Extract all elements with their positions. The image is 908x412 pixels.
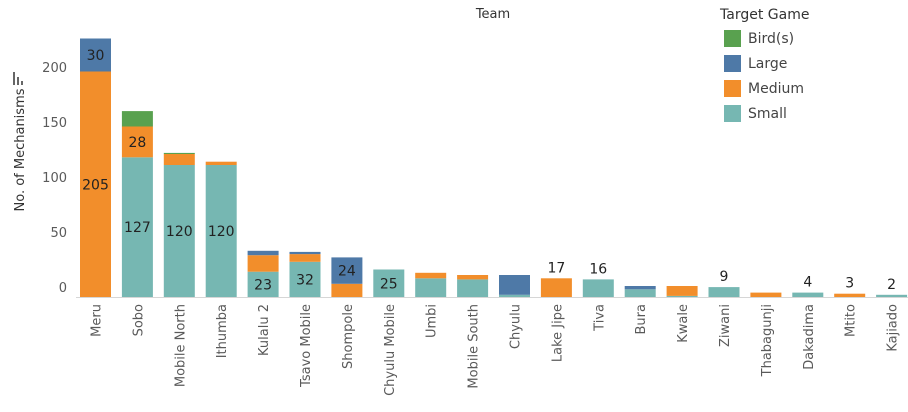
x-tick-label-mobile-south: Mobile South xyxy=(467,304,482,389)
bar-segment-meru-medium[interactable] xyxy=(80,71,111,298)
x-tick-label-ziwani: Ziwani xyxy=(718,304,733,347)
bar-segment-bura-large[interactable] xyxy=(624,286,656,290)
data-label-ithumba: 120 xyxy=(208,224,235,240)
legend-swatch-medium[interactable] xyxy=(724,80,741,97)
bar-segment-lake-jipe-medium[interactable] xyxy=(540,278,572,297)
y-tick-label: 0 xyxy=(59,281,67,296)
bar-segment-mobile-north-bird-s[interactable] xyxy=(163,152,195,154)
data-label-dakadima: 4 xyxy=(803,275,812,291)
x-tick-label-meru: Meru xyxy=(90,304,105,337)
bar-segment-thabagunji-medium[interactable] xyxy=(750,292,782,297)
data-label-kulalu-2: 23 xyxy=(254,277,272,293)
bar-segment-mobile-south-small[interactable] xyxy=(457,279,489,297)
x-tick-label-kajiado: Kajiado xyxy=(886,304,901,352)
bar-segment-kwale-small[interactable] xyxy=(666,295,698,297)
data-label-chyulu-mobile: 25 xyxy=(380,276,398,292)
bar-segment-shompole-large[interactable] xyxy=(331,257,363,284)
x-tick-label-ithumba: Ithumba xyxy=(215,304,230,358)
legend: Target Game Bird(s) Large Medium Small xyxy=(719,7,809,122)
bar-segment-sobo-small[interactable] xyxy=(121,157,153,297)
data-label-sobo: 28 xyxy=(128,135,146,151)
x-tick-label-umbi: Umbi xyxy=(425,304,440,338)
data-label-mtito: 3 xyxy=(845,276,854,292)
data-label-meru: 205 xyxy=(82,177,109,193)
x-tick-label-chyulu: Chyulu xyxy=(509,304,524,349)
bar-segment-mobile-north-small[interactable] xyxy=(163,165,195,297)
bar-segment-shompole-medium[interactable] xyxy=(331,283,363,297)
bar-segment-dakadima-small[interactable] xyxy=(792,292,824,297)
x-tick-label-kwale: Kwale xyxy=(676,304,691,343)
sort-icon[interactable] xyxy=(13,72,23,85)
x-tick-label-mobile-north: Mobile North xyxy=(173,304,188,387)
bar-segment-tsavo-mobile-large[interactable] xyxy=(289,251,321,255)
x-tick-label-thabagunji: Thabagunji xyxy=(760,304,775,377)
data-label-shompole: 24 xyxy=(338,264,356,280)
legend-swatch-bird-s[interactable] xyxy=(724,30,741,47)
x-tick-label-shompole: Shompole xyxy=(341,304,356,369)
legend-label-bird-s[interactable]: Bird(s) xyxy=(748,31,794,47)
x-axis: Meru Sobo Mobile North Ithumba Kulalu 2 Tsavo… xyxy=(90,304,901,396)
bar-segment-kwale-medium[interactable] xyxy=(666,286,698,296)
bar-segment-kulalu-2-large[interactable] xyxy=(247,250,279,256)
bar-segment-tsavo-mobile-medium[interactable] xyxy=(289,254,321,262)
y-tick-label: 150 xyxy=(42,116,67,131)
bar-segment-umbi-small[interactable] xyxy=(415,278,447,297)
x-tick-label-bura: Bura xyxy=(634,304,649,334)
x-tick-label-kulalu-2: Kulalu 2 xyxy=(257,304,272,356)
y-axis-title: No. of Mechanisms xyxy=(13,88,28,211)
bar-segment-kajiado-small[interactable] xyxy=(876,294,908,297)
bar-segment-mobile-north-medium[interactable] xyxy=(163,154,195,165)
data-label-ziwani: 9 xyxy=(720,269,729,285)
bar-segment-chyulu-mobile-small[interactable] xyxy=(373,269,405,298)
bar-segment-sobo-bird-s[interactable] xyxy=(121,111,153,127)
y-axis: No. of Mechanisms 0 50 100 150 200 xyxy=(13,61,908,298)
legend-title: Target Game xyxy=(719,7,809,23)
bar-segment-chyulu-large[interactable] xyxy=(499,275,530,295)
data-label-tsavo-mobile: 32 xyxy=(296,272,314,288)
data-label-kajiado: 2 xyxy=(887,277,896,293)
bar-segment-kulalu-2-medium[interactable] xyxy=(247,255,279,272)
legend-label-small[interactable]: Small xyxy=(748,106,787,122)
legend-swatch-large[interactable] xyxy=(724,55,741,72)
bar-segment-meru-large[interactable] xyxy=(80,38,111,72)
data-label-mobile-north: 120 xyxy=(166,224,193,240)
data-label-meru: 30 xyxy=(87,48,105,64)
y-tick-label: 100 xyxy=(42,171,67,186)
x-tick-label-mtito: Mtito xyxy=(844,304,859,337)
data-label-lake-jipe: 17 xyxy=(547,260,565,276)
bar-segment-bura-small[interactable] xyxy=(624,289,656,297)
data-label-sobo: 127 xyxy=(124,220,151,236)
y-tick-label: 50 xyxy=(50,226,67,241)
bar-segment-ithumba-small[interactable] xyxy=(205,165,237,297)
bar-segment-mobile-south-medium[interactable] xyxy=(457,275,489,280)
chart-title: Team xyxy=(475,7,510,22)
bar-segment-ziwani-small[interactable] xyxy=(708,287,740,297)
legend-swatch-small[interactable] xyxy=(724,105,741,122)
bar-segment-kulalu-2-small[interactable] xyxy=(247,271,279,297)
legend-label-large[interactable]: Large xyxy=(748,56,787,72)
bar-segment-sobo-medium[interactable] xyxy=(121,126,153,158)
data-label-tiva: 16 xyxy=(589,261,607,277)
legend-label-medium[interactable]: Medium xyxy=(748,81,804,97)
bars-layer xyxy=(80,38,908,298)
bar-segment-tsavo-mobile-small[interactable] xyxy=(289,261,321,297)
y-tick-label: 200 xyxy=(42,61,67,76)
bar-segment-mtito-medium[interactable] xyxy=(834,293,866,297)
x-tick-label-tiva: Tiva xyxy=(592,304,607,332)
bar-segment-chyulu-small[interactable] xyxy=(499,294,530,297)
bar-segment-umbi-medium[interactable] xyxy=(415,272,447,279)
x-tick-label-lake-jipe: Lake Jipe xyxy=(550,304,565,362)
bar-segment-ithumba-medium[interactable] xyxy=(205,161,237,165)
x-tick-label-tsavo-mobile: Tsavo Mobile xyxy=(299,304,314,388)
bar-segment-tiva-small[interactable] xyxy=(582,279,614,297)
x-tick-label-chyulu-mobile: Chyulu Mobile xyxy=(383,304,398,396)
x-tick-label-sobo: Sobo xyxy=(131,304,146,336)
x-tick-label-dakadima: Dakadima xyxy=(802,304,817,370)
